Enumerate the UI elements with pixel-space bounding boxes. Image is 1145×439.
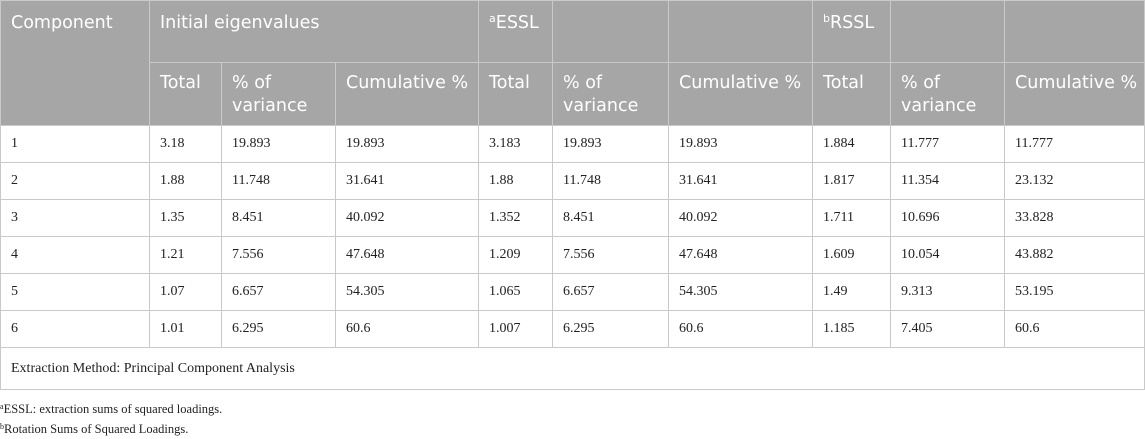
table-cell: 1.007 (478, 310, 554, 348)
table-cell: 19.893 (334, 125, 480, 163)
header-cumulative: Cumulative % (334, 61, 480, 127)
rssl-label: RSSL (830, 13, 875, 33)
table-cell: 19.893 (668, 125, 814, 163)
table-cell: 9.313 (890, 273, 1006, 311)
table-cell: 1.609 (812, 236, 892, 274)
footnote-text: Rotation Sums of Squared Loadings. (4, 422, 189, 436)
table-cell: 40.092 (668, 199, 814, 237)
header-empty (1004, 0, 1145, 63)
table-cell: 1.49 (812, 273, 892, 311)
table-cell: 23.132 (1004, 162, 1145, 200)
table-cell: 4 (0, 236, 150, 274)
table-cell: 10.696 (890, 199, 1006, 237)
table-cell: 11.777 (890, 125, 1006, 163)
table-cell: 1.185 (812, 310, 892, 348)
header-cumulative: Cumulative % (1004, 61, 1145, 127)
table-row: 5 1.07 6.657 54.305 1.065 6.657 54.305 1.49 9.31… (0, 273, 1145, 311)
essl-label: ESSL (495, 13, 539, 33)
header-component: Component (0, 0, 150, 126)
table-cell: 54.305 (334, 273, 480, 311)
extraction-note: Extraction Method: Principal Component A… (0, 347, 1145, 390)
table-cell: 6 (0, 310, 150, 348)
table-cell: 6.295 (552, 310, 670, 348)
table-cell: 1.01 (149, 310, 222, 348)
table-cell: 6.657 (552, 273, 670, 311)
header-rssl: bRSSL (812, 0, 892, 63)
table-cell: 19.893 (552, 125, 670, 163)
table-cell: 11.748 (552, 162, 670, 200)
extraction-note-row: Extraction Method: Principal Component A… (0, 347, 1145, 390)
header-row-top: Component Initial eigenvalues aESSL bRSS… (0, 0, 1145, 126)
table-cell: 19.893 (221, 125, 336, 163)
eigenvalues-table: Component Initial eigenvalues aESSL bRSS… (0, 0, 1145, 390)
table-cell: 1.352 (478, 199, 554, 237)
header-empty (890, 0, 1006, 63)
table-row: 3 1.35 8.451 40.092 1.352 8.451 40.092 1.711 10.… (0, 199, 1145, 237)
table-cell: 7.405 (890, 310, 1006, 348)
table-cell: 53.195 (1004, 273, 1145, 311)
header-cumulative: Cumulative % (668, 61, 814, 127)
essl-footnote-mark: a (489, 12, 496, 25)
table-cell: 1.88 (149, 162, 222, 200)
table-cell: 7.556 (221, 236, 336, 274)
table-cell: 33.828 (1004, 199, 1145, 237)
table-cell: 11.354 (890, 162, 1006, 200)
header-total: Total (812, 61, 892, 127)
table-cell: 40.092 (334, 199, 480, 237)
header-total: Total (149, 61, 222, 127)
table-cell: 1.209 (478, 236, 554, 274)
table-cell: 60.6 (668, 310, 814, 348)
header-essl: aESSL (478, 0, 554, 63)
table-cell: 47.648 (668, 236, 814, 274)
header-pct-variance: % of variance (552, 61, 670, 127)
table-cell: 60.6 (1004, 310, 1145, 348)
table-row: 4 1.21 7.556 47.648 1.209 7.556 47.648 1.609 10.… (0, 236, 1145, 274)
header-empty (668, 0, 814, 63)
table-cell: 2 (0, 162, 150, 200)
table-row: 1 3.18 19.893 19.893 3.183 19.893 19.893 1.884 1… (0, 125, 1145, 163)
table-cell: 8.451 (221, 199, 336, 237)
table-cell: 1.35 (149, 199, 222, 237)
table-cell: 3 (0, 199, 150, 237)
table-cell: 7.556 (552, 236, 670, 274)
table-cell: 6.657 (221, 273, 336, 311)
table-cell: 1.21 (149, 236, 222, 274)
table-cell: 11.777 (1004, 125, 1145, 163)
table-row: 2 1.88 11.748 31.641 1.88 11.748 31.641 1.817 11… (0, 162, 1145, 200)
table-cell: 1.884 (812, 125, 892, 163)
header-initial-eigenvalues: Initial eigenvalues (148, 0, 480, 63)
header-pct-variance: % of variance (221, 61, 336, 127)
table-cell: 3.183 (478, 125, 554, 163)
table-cell: 10.054 (890, 236, 1006, 274)
table-cell: 1.065 (478, 273, 554, 311)
rssl-footnote-mark: b (823, 12, 830, 25)
table-cell: 43.882 (1004, 236, 1145, 274)
footnote-a: aESSL: extraction sums of squared loadin… (0, 402, 222, 417)
header-row-sub: Total % of variance Cumulative % Total %… (1, 61, 1145, 127)
table-cell: 1.817 (812, 162, 892, 200)
header-empty (552, 0, 670, 63)
header-pct-variance: % of variance (890, 61, 1006, 127)
table-cell: 31.641 (668, 162, 814, 200)
table-cell: 1.88 (478, 162, 554, 200)
table-cell: 11.748 (221, 162, 336, 200)
footnote-text: ESSL: extraction sums of squared loading… (3, 402, 223, 416)
table-cell: 1.711 (812, 199, 892, 237)
table-row: 6 1.01 6.295 60.6 1.007 6.295 60.6 1.185 7.405 60… (0, 310, 1145, 348)
table-cell: 5 (0, 273, 150, 311)
footnote-mark: a (0, 402, 4, 411)
table-cell: 54.305 (668, 273, 814, 311)
footnote-mark: b (0, 422, 4, 431)
header-total: Total (478, 61, 554, 127)
table-cell: 60.6 (334, 310, 480, 348)
table-cell: 1.07 (149, 273, 222, 311)
table-cell: 3.18 (149, 125, 222, 163)
table-cell: 31.641 (334, 162, 480, 200)
table-cell: 8.451 (552, 199, 670, 237)
footnote-b: bRotation Sums of Squared Loadings. (0, 422, 188, 437)
table-cell: 47.648 (334, 236, 480, 274)
table-cell: 6.295 (221, 310, 336, 348)
table-cell: 1 (0, 125, 150, 163)
table-body: 1 3.18 19.893 19.893 3.183 19.893 19.893 1.884 1… (0, 125, 1145, 348)
